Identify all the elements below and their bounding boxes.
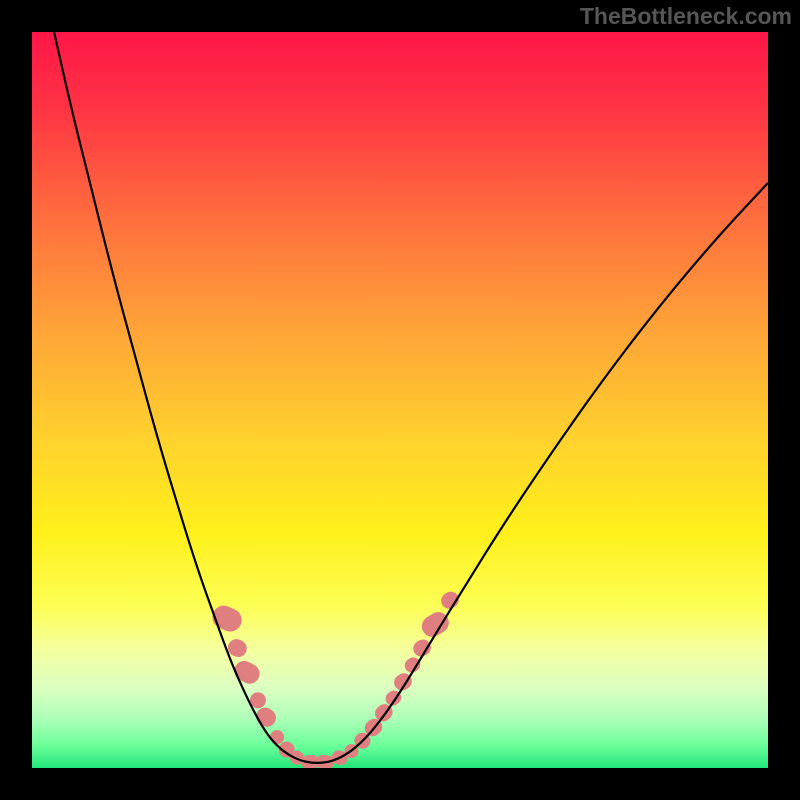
- watermark-text: TheBottleneck.com: [580, 3, 792, 30]
- chart-container: TheBottleneck.com: [0, 0, 800, 800]
- chart-svg: [0, 0, 800, 800]
- plot-background: [32, 32, 768, 768]
